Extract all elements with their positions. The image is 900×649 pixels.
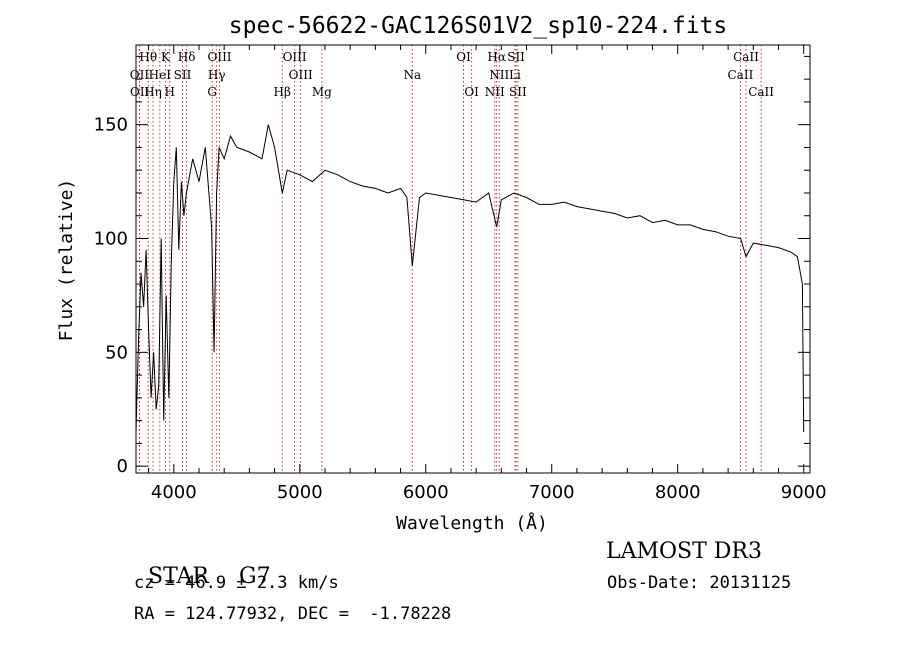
y-tick-label: 150 (94, 115, 128, 136)
emission-line-label: Mg (312, 85, 332, 99)
coordinates-readout: RA = 124.77932, DEC = -1.78228 (134, 604, 452, 624)
x-tick-label: 6000 (403, 482, 449, 503)
emission-line-label: Hδ (178, 50, 196, 64)
survey-label: LAMOST DR3 (606, 539, 762, 564)
redshift-readout: cz = 46.9 ± 2.3 km/s (134, 573, 339, 593)
emission-line-label: Hγ (208, 68, 226, 82)
emission-line-label: OIII (289, 68, 313, 82)
emission-line-label: CaII (728, 68, 754, 82)
class-label: STAR (148, 564, 209, 589)
x-axis-label: Wavelength (Å) (396, 512, 548, 534)
obs-date-readout: Obs-Date: 20131125 (607, 573, 792, 593)
emission-line-label: OII (130, 68, 150, 82)
emission-line-label: Na (403, 68, 421, 82)
emission-line-label: OI (456, 50, 471, 64)
emission-line-label: H (165, 85, 175, 99)
emission-line-label: OI (464, 85, 479, 99)
plot-frame (135, 44, 811, 474)
flux-series-line (135, 124, 805, 433)
subclass-label: G7 (239, 564, 271, 589)
y-tick-label: 0 (117, 456, 128, 477)
x-tick-label: 8000 (655, 482, 701, 503)
emission-line-label: K (161, 50, 171, 64)
emission-line-label: G (207, 85, 217, 99)
emission-line-label: Hβ (274, 85, 291, 99)
emission-line-label: NII (485, 85, 505, 99)
y-tick-label: 100 (94, 229, 128, 250)
emission-line-label: OII (130, 85, 150, 99)
spectral-class: STAR G7 (134, 539, 271, 589)
emission-line-label: SII (507, 50, 525, 64)
y-tick-label: 50 (105, 342, 128, 363)
emission-line-label: SII (174, 68, 192, 82)
emission-line-label: Hα (487, 50, 506, 64)
emission-line-markers (138, 45, 762, 473)
emission-line-label: SII (509, 85, 527, 99)
emission-line-label: NII (489, 68, 509, 82)
x-tick-label: 5000 (277, 482, 323, 503)
x-tick-label: 4000 (151, 482, 197, 503)
emission-line-label: CaII (733, 50, 759, 64)
y-axis-label: Flux (relative) (56, 179, 77, 342)
x-tick-label: 9000 (781, 482, 827, 503)
chart-title: spec-56622-GAC126S01V2_sp10-224.fits (229, 13, 728, 39)
x-axis-ticks: 4000 5000 6000 7000 8000 9000 (148, 45, 827, 503)
emission-line-label: HeI (149, 68, 172, 82)
emission-line-label: CaII (748, 85, 774, 99)
emission-line-label: Hθ (139, 50, 157, 64)
emission-line-label: OIII (283, 50, 307, 64)
emission-line-label: Li (509, 68, 521, 82)
x-tick-label: 7000 (529, 482, 575, 503)
emission-line-label: Hη (144, 85, 162, 99)
emission-line-label: OIII (207, 50, 231, 64)
y-axis-ticks: 0 50 100 150 (94, 55, 810, 477)
